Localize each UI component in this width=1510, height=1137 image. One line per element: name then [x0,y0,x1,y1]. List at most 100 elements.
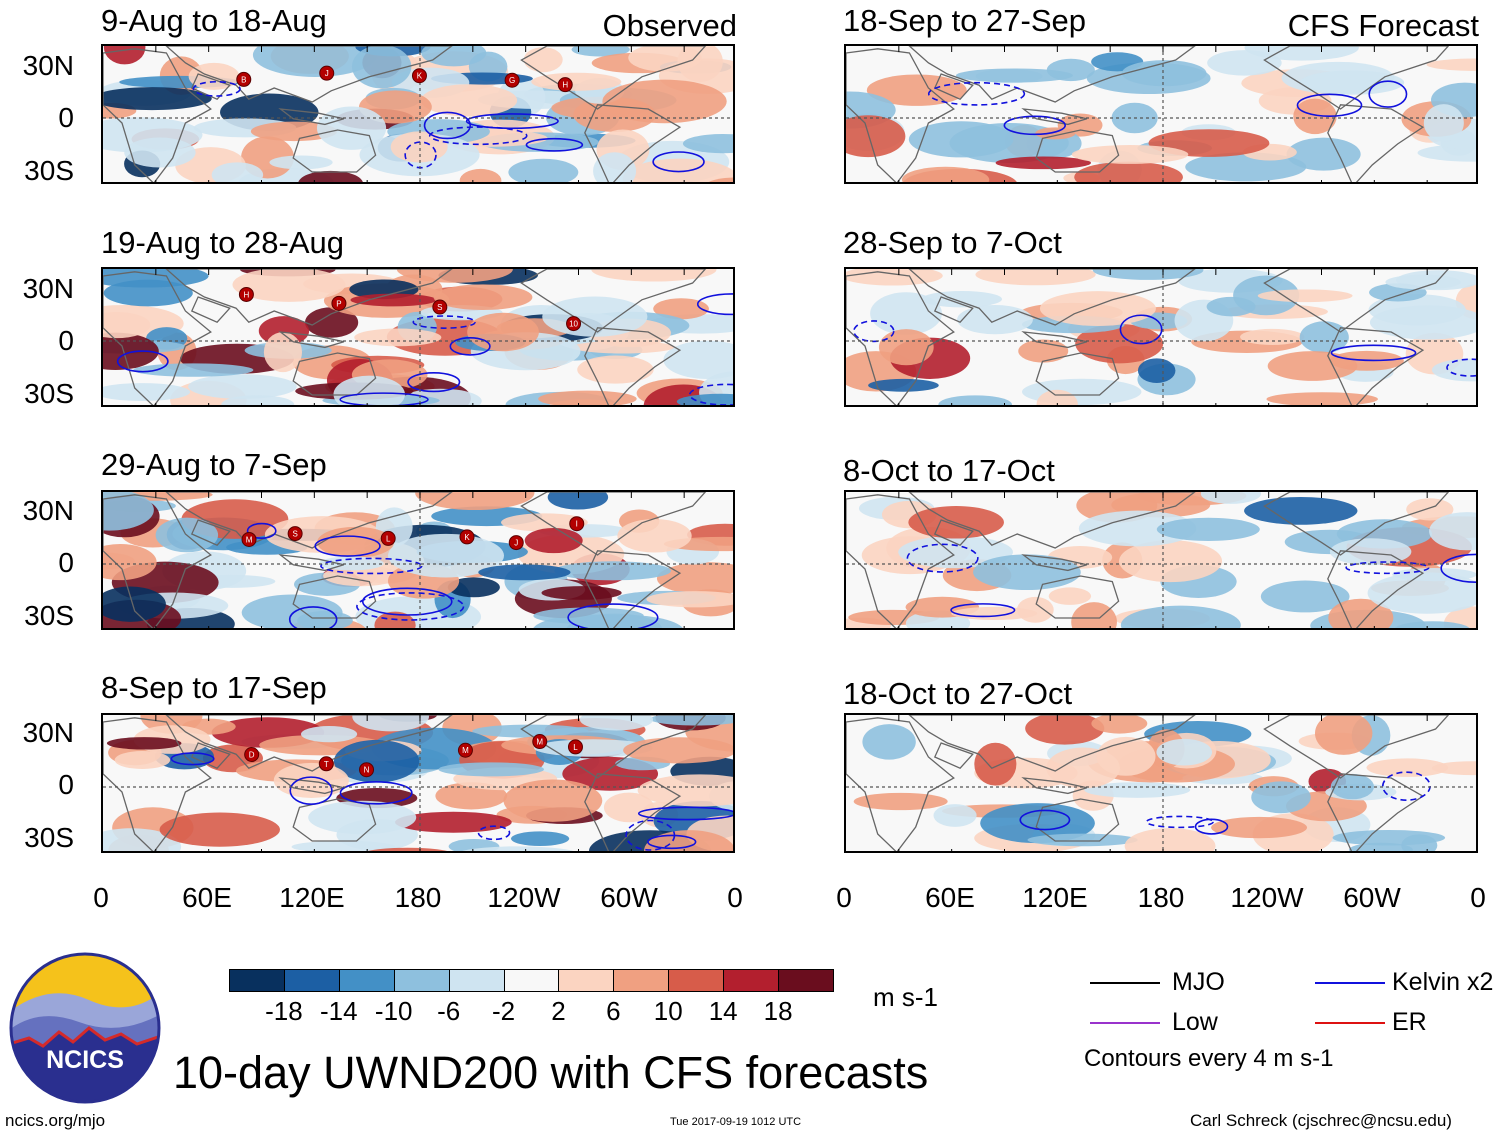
anomaly-patch [503,779,603,822]
anomaly-patch [868,378,939,392]
anomaly-patch [1385,274,1461,290]
coastline [103,48,212,182]
anomaly-patch [1207,50,1282,76]
anomaly-patch [1027,833,1138,847]
panel-title-1: 9-Aug to 18-Aug [101,3,327,38]
anomaly-patch [1366,758,1449,777]
anomaly-patch [323,565,400,587]
colorbar-swatch [723,969,780,992]
anomaly-patch [951,606,1038,620]
source-url[interactable]: ncics.org/mjo [5,1111,106,1130]
anomaly-patch [508,158,579,182]
anomaly-patch [617,519,692,553]
anomaly-patch [898,536,1013,569]
anomaly-patch [421,46,487,67]
anomaly-patch [1314,715,1373,755]
lat-label-30n-4: 30N [22,717,74,748]
anomaly-patch [531,72,622,91]
panel-title-7: 8-Oct to 17-Oct [843,453,1055,488]
svg-text:P: P [336,299,341,308]
legend-line-er [1315,1022,1385,1024]
colorbar-swatch [668,969,725,992]
coastline [1021,554,1088,572]
storm-marker: L [380,530,396,546]
anomaly-patch [1244,496,1358,525]
colorbar-swatch [448,969,505,992]
anomaly-patch [368,847,447,851]
svg-text:N: N [364,766,370,775]
storm-marker: 10 [566,316,582,332]
anomaly-patch [524,527,583,554]
svg-text:10: 10 [569,320,578,329]
coastline [278,331,345,349]
anomaly-patch [554,561,672,581]
lon-label-180-right: 180 [1137,882,1185,913]
anomaly-patch [878,329,934,366]
kelvin-contour [1003,115,1066,136]
coastline [1327,550,1425,628]
anomaly-patch [591,269,717,282]
anomaly-patch [298,170,363,182]
anomaly-patch [1286,137,1361,171]
colorbar-swatch [338,969,395,992]
anomaly-patch [533,739,653,757]
colorbar-tick-label: 14 [708,996,738,1026]
anomaly-patch [1394,621,1470,628]
kelvin-contour [477,825,511,841]
storm-marker: M [457,742,473,758]
anomaly-patch [1078,510,1197,547]
map-panel-6 [844,267,1478,407]
kelvin-contour [192,80,241,97]
anomaly-patch [637,774,733,807]
coastline [933,742,974,769]
colorbar-tick-label: 18 [763,996,793,1026]
colorbar-swatch [558,969,615,992]
anomaly-patch [1036,389,1078,405]
kelvin-contour [339,392,429,405]
anomaly-patch [1260,580,1350,613]
anomaly-patch [921,290,1002,308]
svg-text:J: J [325,69,329,78]
coastline [292,575,377,619]
anomaly-patch [250,121,338,142]
colorbar-swatch [778,969,834,992]
coastline [908,715,1196,772]
colorbar-units: m s-1 [873,982,938,1012]
kelvin-contour [465,113,559,130]
anomaly-patch [352,715,429,732]
observed-label: Observed [602,8,737,43]
svg-text:L: L [573,743,578,752]
map-panel-5 [844,44,1478,184]
colorbar [229,969,834,992]
anomaly-patch [533,607,644,625]
map-panel-3: M S L K J I [101,490,735,630]
anomaly-patch [1035,127,1076,140]
anomaly-patch [571,340,675,354]
storm-marker: I [569,516,585,532]
map-panel-4: D T N M M L [101,713,735,853]
anomaly-patch [1267,351,1358,381]
coastline [584,550,682,628]
coastline [190,296,231,323]
anomaly-patch [974,742,1017,786]
kelvin-contour [246,522,277,540]
anomaly-patch [103,543,157,581]
coastline [520,269,707,333]
anomaly-patch [390,131,448,163]
colorbar-tick-label: -14 [320,996,358,1026]
kelvin-contour [567,603,659,628]
map-panel-7 [844,490,1478,630]
anomaly-patch [1240,328,1305,345]
coastline [1021,331,1088,349]
anomaly-patch [973,554,1081,591]
anomaly-patch [1120,605,1241,628]
coastline [1035,575,1120,619]
anomaly-patch [396,269,513,283]
svg-text:M: M [246,535,253,544]
lat-label-eq-2: 0 [58,325,74,356]
anomaly-patch [395,811,512,833]
kelvin-contour [652,151,705,173]
svg-text:M: M [536,738,543,747]
storm-marker: T [318,756,334,772]
lat-label-30s-1: 30S [24,155,74,186]
